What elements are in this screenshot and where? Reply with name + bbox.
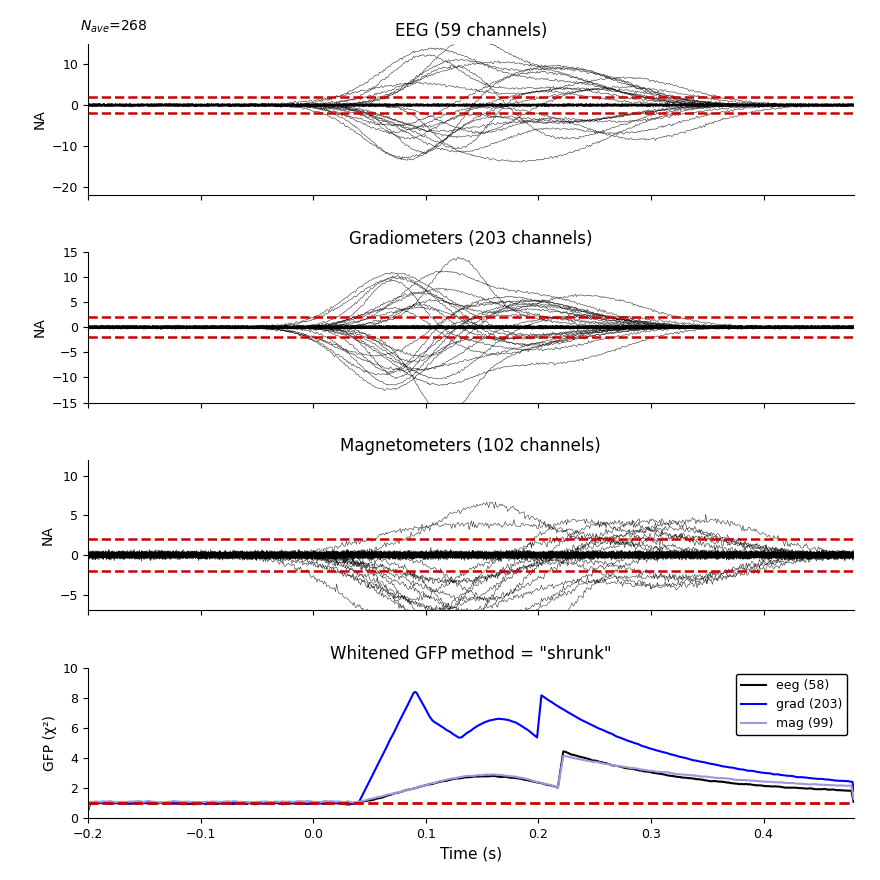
mag (99) bbox=[298, 796, 309, 807]
mag (99) bbox=[270, 796, 281, 807]
grad (203) bbox=[410, 686, 421, 697]
Text: $N_{ave}$=268: $N_{ave}$=268 bbox=[80, 18, 148, 35]
grad (203) bbox=[774, 769, 784, 780]
eeg (58) bbox=[587, 755, 598, 766]
grad (203) bbox=[848, 786, 859, 796]
eeg (58) bbox=[325, 798, 335, 809]
Y-axis label: NA: NA bbox=[33, 109, 47, 129]
Title: Gradiometers (203 channels): Gradiometers (203 channels) bbox=[349, 230, 592, 247]
Legend: eeg (58), grad (203), mag (99): eeg (58), grad (203), mag (99) bbox=[736, 674, 847, 736]
eeg (58) bbox=[774, 781, 784, 792]
grad (203) bbox=[270, 797, 281, 808]
Line: mag (99): mag (99) bbox=[88, 756, 854, 809]
mag (99) bbox=[774, 777, 784, 788]
Title: EEG (59 channels): EEG (59 channels) bbox=[394, 22, 547, 40]
Line: eeg (58): eeg (58) bbox=[88, 752, 854, 809]
Y-axis label: NA: NA bbox=[40, 525, 55, 545]
eeg (58) bbox=[848, 796, 859, 807]
eeg (58) bbox=[558, 746, 568, 757]
Title: Whitened GFP method = "shrunk": Whitened GFP method = "shrunk" bbox=[330, 645, 612, 664]
Y-axis label: NA: NA bbox=[33, 318, 47, 337]
eeg (58) bbox=[270, 797, 281, 808]
mag (99) bbox=[848, 794, 859, 804]
grad (203) bbox=[83, 805, 93, 816]
grad (203) bbox=[298, 798, 309, 809]
mag (99) bbox=[325, 796, 335, 807]
eeg (58) bbox=[679, 773, 690, 783]
eeg (58) bbox=[298, 798, 309, 809]
grad (203) bbox=[587, 720, 598, 730]
X-axis label: Time (s): Time (s) bbox=[440, 847, 502, 862]
Line: grad (203): grad (203) bbox=[88, 692, 854, 810]
eeg (58) bbox=[83, 803, 93, 814]
mag (99) bbox=[558, 751, 568, 761]
mag (99) bbox=[83, 803, 93, 814]
grad (203) bbox=[679, 752, 690, 763]
mag (99) bbox=[587, 756, 598, 766]
Title: Magnetometers (102 channels): Magnetometers (102 channels) bbox=[341, 437, 601, 456]
grad (203) bbox=[325, 798, 335, 809]
mag (99) bbox=[679, 770, 690, 781]
Y-axis label: GFP (χ²): GFP (χ²) bbox=[43, 715, 57, 771]
